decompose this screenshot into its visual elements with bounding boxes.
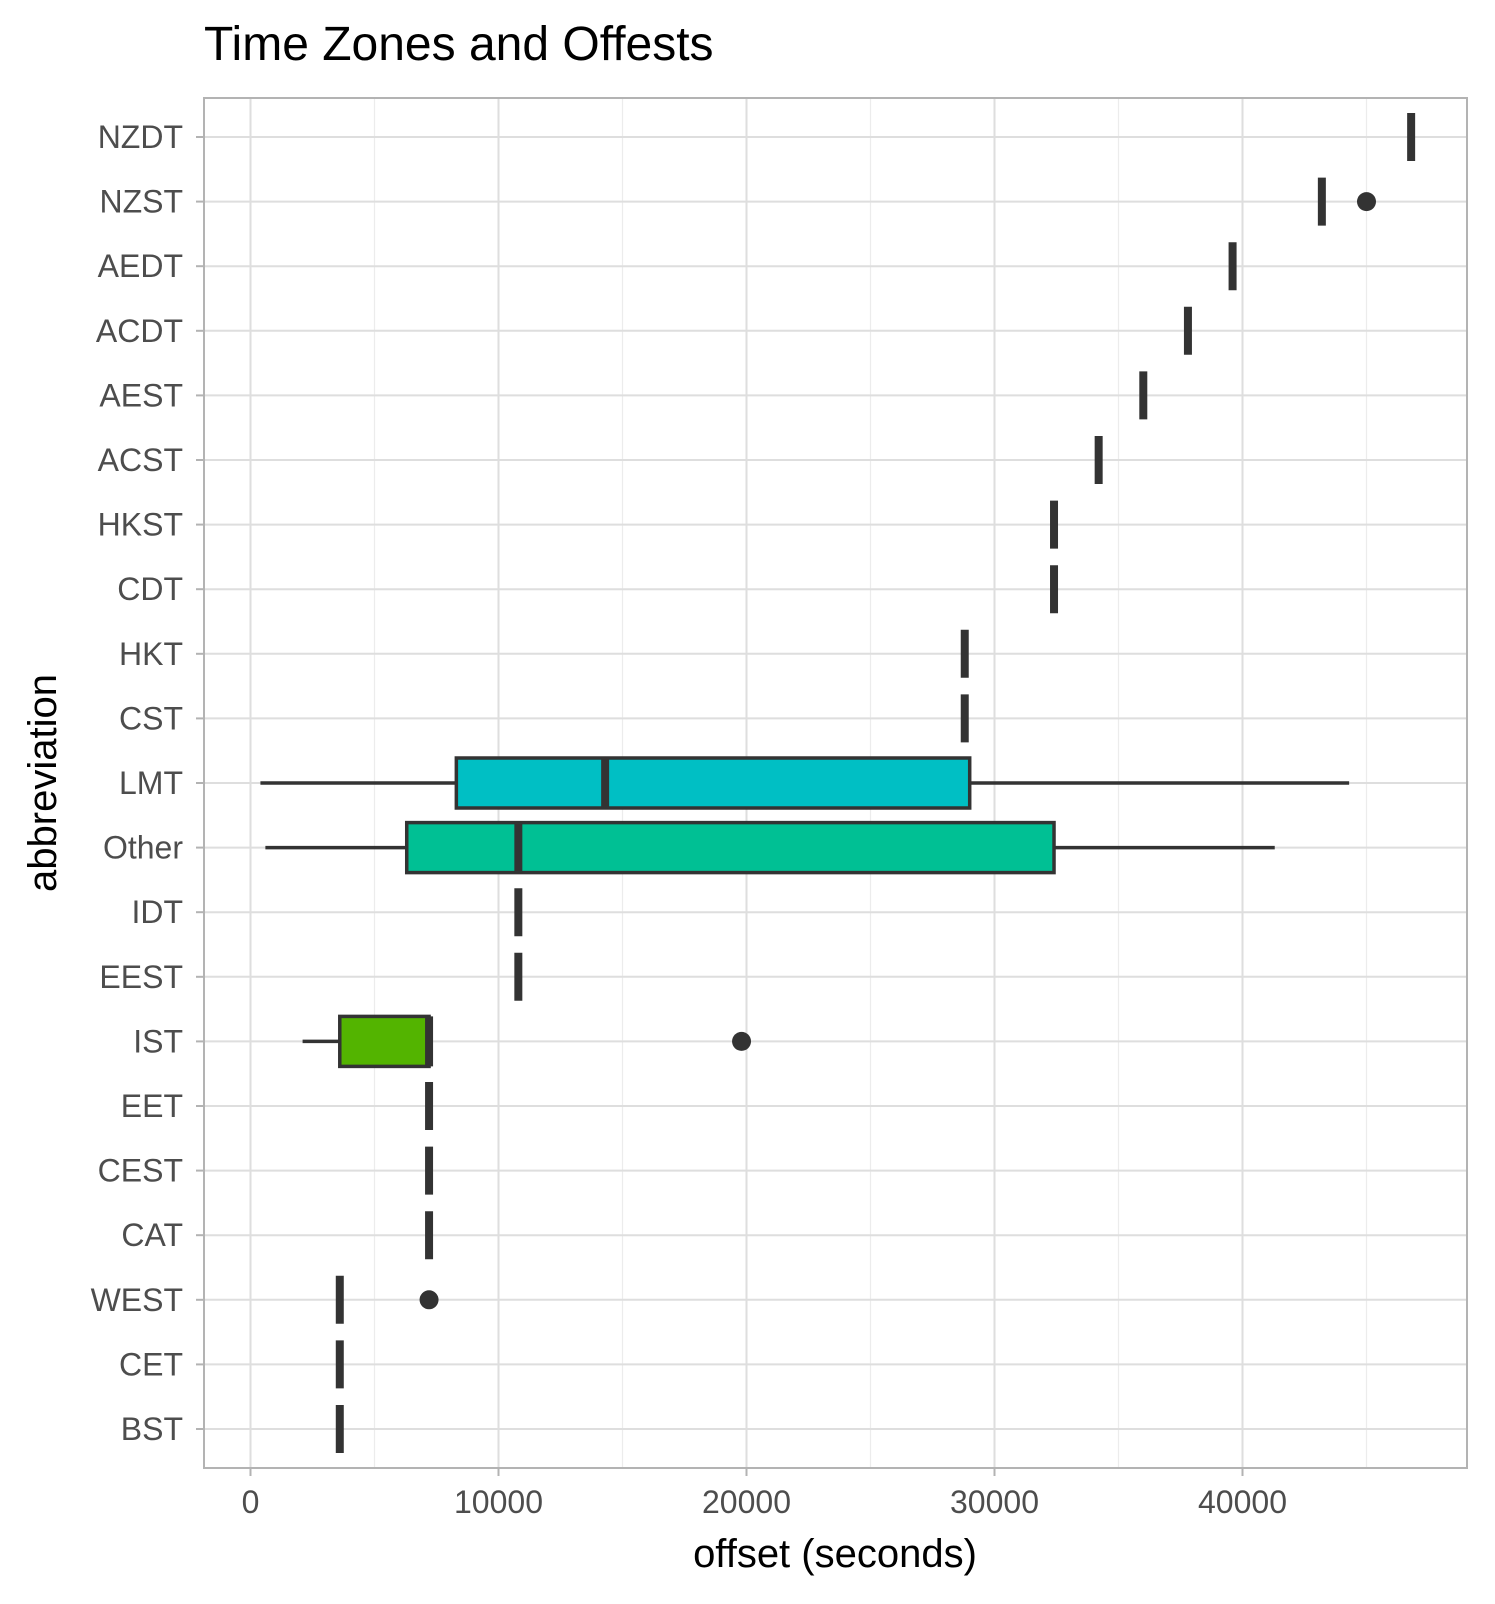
- y-tick-label: LMT: [119, 765, 183, 801]
- x-axis: 0 10000 20000 30000 40000: [242, 1468, 1287, 1520]
- x-axis-title: offset (seconds): [693, 1532, 977, 1576]
- y-tick-label: HKT: [119, 636, 183, 672]
- box-ist: [302, 1014, 752, 1069]
- boxes: [260, 113, 1416, 1453]
- box-nzst: [1317, 177, 1376, 226]
- box-body: [454, 756, 972, 810]
- x-tick-label: 20000: [702, 1484, 791, 1520]
- box-body: [404, 820, 1056, 875]
- y-tick-label: CEST: [98, 1153, 183, 1189]
- box-body: [338, 1014, 431, 1069]
- y-tick-label: IDT: [131, 894, 183, 930]
- y-tick-label: BST: [121, 1411, 183, 1447]
- y-tick-label: HKST: [98, 507, 183, 543]
- box-west: [335, 1275, 439, 1324]
- y-tick-label: NZST: [99, 184, 183, 220]
- y-tick-label: WEST: [91, 1282, 183, 1318]
- y-axis: BST CET WEST CAT CEST EET IST EEST IDT Other LMT CS…: [91, 119, 204, 1447]
- y-tick-label: ACST: [98, 442, 183, 478]
- outlier-point: [1357, 192, 1376, 212]
- y-tick-label: AEST: [99, 377, 183, 413]
- y-tick-label: CST: [119, 700, 183, 736]
- y-tick-label: EET: [121, 1088, 183, 1124]
- y-tick-label: CET: [119, 1346, 183, 1382]
- x-tick-label: 10000: [454, 1484, 543, 1520]
- y-tick-label: Other: [103, 830, 183, 866]
- y-axis-title: abbreviation: [21, 674, 65, 892]
- y-tick-label: CDT: [117, 571, 183, 607]
- outlier-point: [419, 1290, 439, 1310]
- box-other: [265, 820, 1275, 875]
- y-tick-label: IST: [133, 1023, 183, 1059]
- y-tick-label: AEDT: [98, 248, 183, 284]
- x-tick-label: 30000: [950, 1484, 1039, 1520]
- y-tick-label: NZDT: [98, 119, 183, 155]
- grid: [204, 98, 1467, 1468]
- chart-title: Time Zones and Offests: [204, 18, 714, 71]
- box-lmt: [260, 756, 1350, 810]
- outlier-point: [732, 1031, 752, 1051]
- x-tick-label: 40000: [1198, 1484, 1287, 1520]
- y-tick-label: CAT: [121, 1217, 183, 1253]
- x-tick-label: 0: [242, 1484, 260, 1520]
- y-tick-label: ACDT: [96, 313, 183, 349]
- y-tick-label: EEST: [99, 959, 183, 995]
